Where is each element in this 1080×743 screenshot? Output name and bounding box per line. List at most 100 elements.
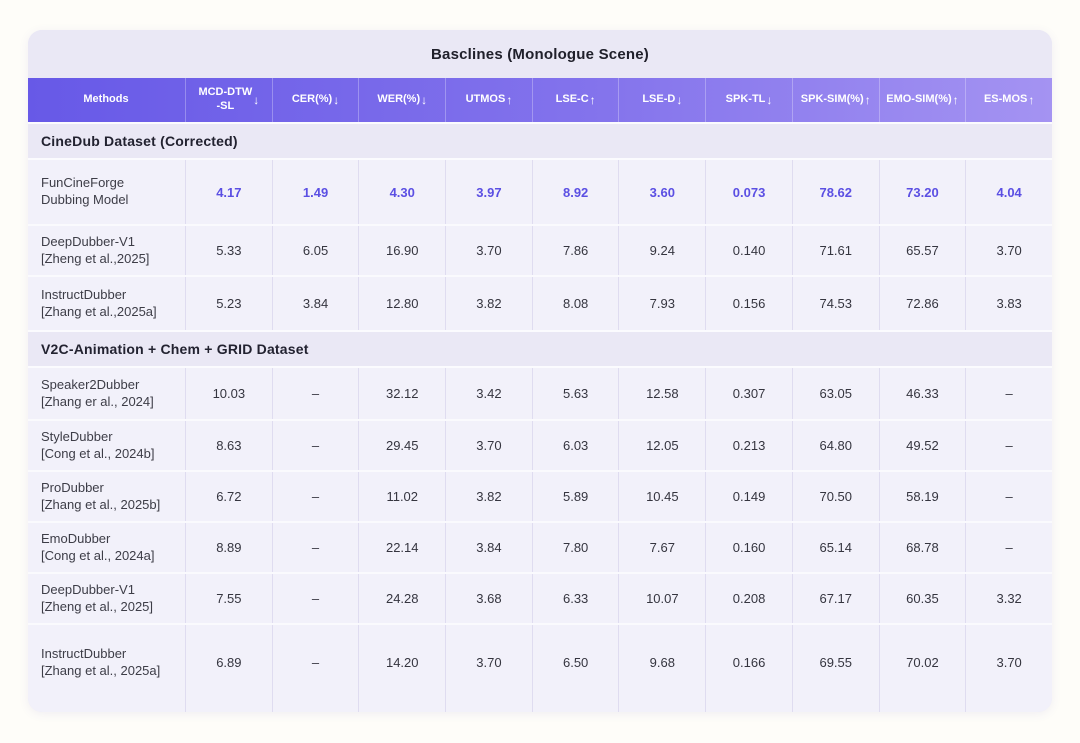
column-header-label: ES-MOS	[983, 93, 1028, 106]
value-cell: 4.04	[965, 160, 1052, 224]
value-cell: 67.17	[791, 574, 879, 623]
metric-direction-arrow-icon: ↓	[421, 92, 428, 107]
table-row: DeepDubber-V1 [Zheng et al., 2025] 7.55 …	[28, 572, 1052, 623]
value-cell: 72.86	[878, 277, 966, 330]
section-header: CineDub Dataset (Corrected)	[28, 122, 1052, 160]
column-header-label: Methods	[83, 93, 129, 106]
value-cell: 3.32	[965, 574, 1052, 623]
value-cell: 6.89	[185, 625, 272, 712]
value-cell: 1.49	[271, 160, 359, 224]
method-name: EmoDubber	[41, 530, 111, 546]
value-cell: 3.70	[965, 625, 1052, 712]
value-cell: 73.20	[878, 160, 966, 224]
value-cell: 10.45	[618, 472, 705, 521]
value-cell: 0.208	[705, 574, 792, 623]
value-cell: –	[271, 421, 359, 470]
value-cell: 71.61	[791, 226, 879, 275]
value-cell: 3.68	[445, 574, 532, 623]
method-citation: [Zhang et al.,2025a]	[41, 303, 157, 319]
value-cell: –	[271, 472, 359, 521]
value-cell: 7.86	[531, 226, 619, 275]
column-header: CER(%) ↓	[271, 78, 359, 122]
value-cell: 0.213	[705, 421, 792, 470]
value-cell: 29.45	[358, 421, 445, 470]
table-row: Speaker2Dubber [Zhang er al., 2024] 10.0…	[28, 368, 1052, 419]
value-cell: 7.80	[531, 523, 619, 572]
value-cell: 12.80	[358, 277, 445, 330]
column-header: LSE-D ↓	[618, 78, 705, 122]
value-cell: 78.62	[791, 160, 879, 224]
value-cell: 8.63	[185, 421, 272, 470]
column-header-label: CER(%)	[291, 93, 333, 106]
value-cell: 6.72	[185, 472, 272, 521]
value-cell: 12.58	[618, 368, 705, 419]
value-cell: 5.89	[531, 472, 619, 521]
value-cell: 3.83	[965, 277, 1052, 330]
value-cell: 6.03	[531, 421, 619, 470]
table-row: InstructDubber [Zhang et al.,2025a] 5.23…	[28, 275, 1052, 330]
value-cell: 0.166	[705, 625, 792, 712]
value-cell: –	[271, 625, 359, 712]
method-cell: EmoDubber [Cong et al., 2024a]	[28, 523, 185, 572]
method-citation: [Zhang et al., 2025b]	[41, 496, 161, 512]
value-cell: 10.07	[618, 574, 705, 623]
metric-direction-arrow-icon: ↑	[506, 92, 513, 107]
method-cell: FunCineForge Dubbing Model	[28, 160, 185, 224]
method-name: ProDubber	[41, 479, 104, 495]
value-cell: 3.70	[445, 421, 532, 470]
value-cell: 60.35	[878, 574, 966, 623]
column-header: SPK-SIM(%) ↑	[791, 78, 879, 122]
value-cell: 0.307	[705, 368, 792, 419]
value-cell: 3.84	[271, 277, 359, 330]
method-citation: [Zhang et al., 2025a]	[41, 662, 161, 678]
metric-direction-arrow-icon: ↓	[676, 92, 683, 107]
value-cell: 68.78	[878, 523, 966, 572]
column-header: Methods	[28, 78, 185, 122]
column-header-label: MCD-DTW -SL	[198, 86, 253, 112]
value-cell: 3.70	[445, 625, 532, 712]
value-cell: 70.50	[791, 472, 879, 521]
table-title-text: Basclines (Monologue Scene)	[431, 45, 649, 63]
value-cell: 7.93	[618, 277, 705, 330]
value-cell: 7.55	[185, 574, 272, 623]
method-name: InstructDubber	[41, 286, 127, 302]
value-cell: 6.33	[531, 574, 619, 623]
value-cell: –	[271, 523, 359, 572]
value-cell: 0.073	[705, 160, 792, 224]
method-cell: DeepDubber-V1 [Zheng et al., 2025]	[28, 574, 185, 623]
method-name: FunCineForge	[41, 175, 125, 191]
column-header-label: LSE-D	[642, 93, 676, 106]
column-header-label: UTMOS	[465, 93, 506, 106]
value-cell: 70.02	[878, 625, 966, 712]
value-cell: 69.55	[791, 625, 879, 712]
table-row: FunCineForge Dubbing Model 4.17 1.49 4.3…	[28, 160, 1052, 224]
method-name: Speaker2Dubber	[41, 376, 140, 392]
metric-direction-arrow-icon: ↑	[1028, 92, 1035, 107]
method-name: DeepDubber-V1	[41, 233, 135, 249]
value-cell: 12.05	[618, 421, 705, 470]
method-citation: [Zhang er al., 2024]	[41, 393, 154, 409]
value-cell: 0.156	[705, 277, 792, 330]
value-cell: 9.68	[618, 625, 705, 712]
method-citation: [Cong et al., 2024a]	[41, 547, 155, 563]
metric-direction-arrow-icon: ↑	[589, 92, 596, 107]
value-cell: 9.24	[618, 226, 705, 275]
value-cell: –	[965, 368, 1052, 419]
section-header: V2C-Animation + Chem + GRID Dataset	[28, 330, 1052, 368]
method-citation: [Zheng et al., 2025]	[41, 598, 154, 614]
metric-direction-arrow-icon: ↑	[864, 92, 871, 107]
value-cell: 8.08	[531, 277, 619, 330]
column-header-label: LSE-C	[555, 93, 589, 106]
value-cell: 46.33	[878, 368, 966, 419]
baselines-table-card: Basclines (Monologue Scene) Methods MCD-…	[28, 30, 1052, 712]
value-cell: 5.23	[185, 277, 272, 330]
value-cell: 65.57	[878, 226, 966, 275]
method-cell: StyleDubber [Cong et al., 2024b]	[28, 421, 185, 470]
column-header: WER(%) ↓	[358, 78, 445, 122]
value-cell: 8.92	[531, 160, 619, 224]
metric-direction-arrow-icon: ↓	[253, 92, 260, 107]
metric-direction-arrow-icon: ↓	[333, 92, 340, 107]
column-header: MCD-DTW -SL ↓	[185, 78, 272, 122]
table-row: InstructDubber [Zhang et al., 2025a] 6.8…	[28, 623, 1052, 712]
value-cell: 4.30	[358, 160, 445, 224]
